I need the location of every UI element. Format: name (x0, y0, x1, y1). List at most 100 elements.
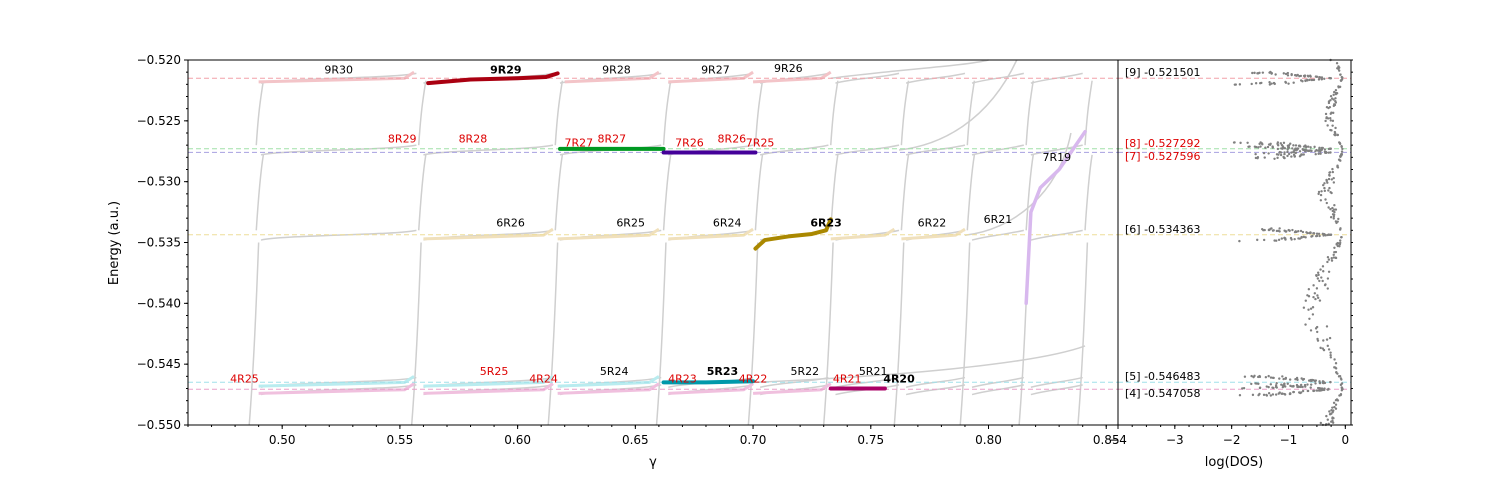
dos-point (1250, 374, 1253, 378)
highlighted-series (426, 71, 1087, 391)
dos-point (1277, 238, 1281, 242)
dos-point (1328, 233, 1331, 237)
dos-point (1318, 234, 1321, 238)
level-segment (901, 227, 966, 241)
dos-point (1262, 228, 1265, 232)
dos-point (1327, 387, 1330, 391)
dos-point (1238, 239, 1241, 243)
dos-point (1311, 306, 1315, 309)
annotation-5R22: 5R22 (791, 365, 820, 378)
dos-point (1299, 145, 1302, 148)
dos-point (1320, 76, 1324, 79)
dos-point (1299, 391, 1302, 395)
dos-point (1306, 389, 1310, 393)
dos-point (1280, 392, 1283, 395)
dos-point (1307, 288, 1311, 291)
dos-point (1314, 297, 1317, 301)
dos-point (1280, 237, 1284, 240)
dos-point (1268, 81, 1271, 84)
dos-point (1332, 111, 1335, 115)
dos-point (1331, 406, 1334, 409)
y-axis-ticks: −0.520 −0.525 −0.530 −0.535 −0.540 −0.545 −0.5… (137, 53, 1353, 432)
dos-point (1277, 229, 1280, 232)
dos-point (1307, 145, 1310, 148)
dos-point (1275, 153, 1279, 156)
background-curve (759, 144, 829, 156)
dos-point (1281, 147, 1284, 150)
dos-level-label: [6] -0.534363 (1125, 223, 1201, 236)
dos-point (1294, 151, 1297, 155)
dos-point (1328, 413, 1332, 416)
annotation-9R29: 9R29 (490, 63, 521, 76)
dos-point (1334, 220, 1338, 223)
dos-point (1316, 337, 1319, 341)
dos-point (1298, 150, 1302, 153)
dos-point (1333, 90, 1336, 94)
dos-point (1329, 77, 1333, 80)
series-5R23 (661, 379, 756, 385)
level-segment (557, 227, 660, 241)
dos-point (1274, 384, 1278, 387)
dos-point (1275, 381, 1278, 385)
dos-point (1270, 72, 1273, 75)
dos-point (1322, 381, 1326, 385)
dos-point (1279, 142, 1283, 145)
dos-point (1323, 182, 1326, 185)
background-curve (554, 80, 564, 146)
level-segment (557, 375, 660, 388)
dos-point (1258, 392, 1261, 396)
dos-point (1329, 216, 1333, 219)
dos-point (1317, 152, 1320, 155)
y-tick-label: −0.530 (137, 175, 181, 189)
dos-point (1325, 325, 1329, 328)
dos-point (1340, 235, 1343, 239)
dos-point (1333, 358, 1336, 361)
x-tick-label: 0.50 (269, 433, 296, 447)
annotation-4R23: 4R23 (668, 372, 697, 385)
x-tick-label: 0.75 (857, 433, 884, 447)
dos-point (1327, 270, 1331, 274)
background-curve (1030, 384, 1083, 396)
background-curve (830, 80, 839, 146)
dos-point (1291, 147, 1294, 150)
dos-point (1254, 82, 1258, 85)
background-curve (1025, 154, 1034, 231)
dos-point (1286, 382, 1289, 385)
annotation-6R24: 6R24 (713, 217, 742, 230)
dos-point (1272, 386, 1275, 390)
dos-point (1334, 89, 1338, 92)
dos-point (1335, 243, 1338, 246)
dos-point (1268, 83, 1272, 86)
annotation-4R22: 4R22 (739, 372, 768, 385)
dos-point (1331, 167, 1334, 171)
background-curve (655, 242, 667, 426)
dos-point (1339, 239, 1342, 242)
dos-point (1258, 386, 1262, 389)
dos-point (1238, 393, 1242, 397)
annotation-4R20: 4R20 (883, 372, 915, 385)
dos-scatter-points (1232, 58, 1344, 427)
annotation-5R21: 5R21 (859, 365, 888, 378)
dos-point (1340, 145, 1343, 149)
dos-point (1322, 234, 1325, 237)
dos-point (1330, 259, 1334, 262)
dos-point (1272, 376, 1275, 380)
dos-point (1325, 116, 1328, 120)
dos-point (1304, 236, 1307, 239)
dos-point (1294, 144, 1298, 147)
background-curve (260, 144, 417, 156)
dos-point (1258, 375, 1262, 379)
level-segment (564, 70, 660, 84)
dos-point (1316, 296, 1320, 300)
dos-point (1269, 383, 1273, 386)
dos-point (1312, 378, 1315, 382)
dos-point (1318, 381, 1322, 385)
dos-point (1319, 199, 1323, 202)
dos-point (1314, 379, 1318, 382)
x-tick-label: 0.65 (622, 433, 649, 447)
dos-point (1333, 246, 1336, 249)
dos-point (1340, 75, 1343, 79)
dos-point (1279, 153, 1283, 157)
dos-x-axis-title: log(DOS) (1205, 455, 1263, 470)
